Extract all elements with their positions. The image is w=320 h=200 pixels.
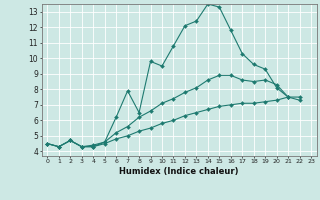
X-axis label: Humidex (Indice chaleur): Humidex (Indice chaleur) — [119, 167, 239, 176]
